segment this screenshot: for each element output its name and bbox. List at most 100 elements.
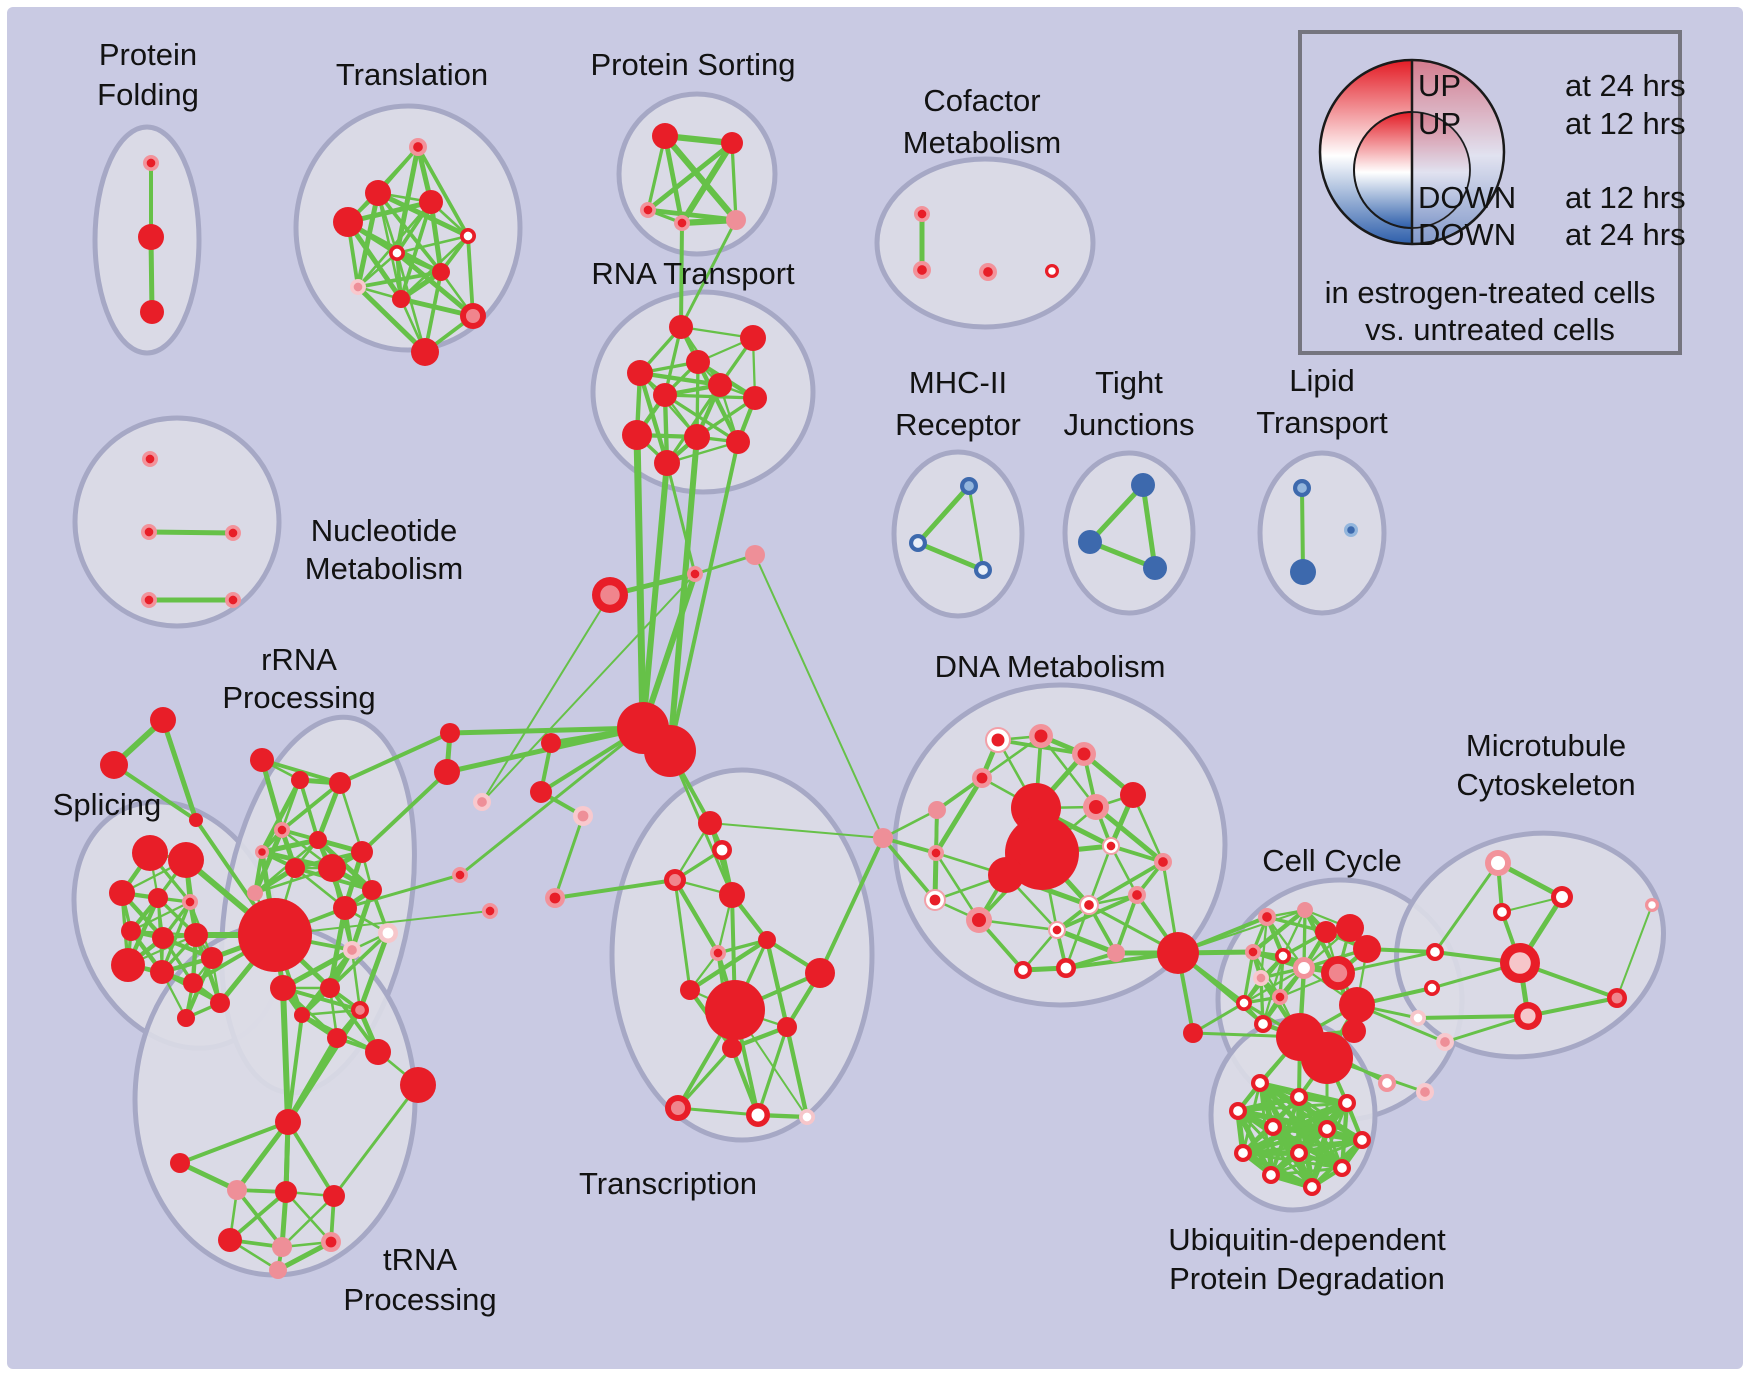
gene-node-center xyxy=(600,585,620,605)
gene-node xyxy=(250,748,274,772)
interaction-edge xyxy=(416,145,470,238)
cluster-ellipse-nucleotide-metabolism xyxy=(72,415,282,629)
cluster-ellipse-cofactor-metabolism xyxy=(874,156,1096,330)
cluster-label-nucleotide-metabolism: Metabolism xyxy=(305,551,464,586)
gene-node-center xyxy=(690,569,700,579)
gene-node-center xyxy=(1497,907,1507,917)
gene-node xyxy=(189,813,203,827)
cluster-label-lipid-transport: Transport xyxy=(1256,405,1388,440)
cluster-label-protein-folding: Protein xyxy=(99,37,197,72)
gene-node-center xyxy=(1258,1019,1268,1029)
gene-node xyxy=(686,350,710,374)
cluster-label-cofactor-metabolism: Cofactor xyxy=(923,83,1040,118)
gene-node-center xyxy=(978,565,988,575)
gene-node-center xyxy=(382,927,394,939)
cluster-label-lipid-transport: Lipid xyxy=(1289,363,1355,398)
interaction-edge xyxy=(784,1024,810,1120)
legend-time-label: at 12 hrs xyxy=(1565,106,1686,141)
gene-node-center xyxy=(1298,962,1310,974)
interaction-edge xyxy=(754,554,884,839)
gene-node xyxy=(434,759,460,785)
gene-node-center xyxy=(913,538,923,548)
interaction-edge xyxy=(553,814,585,900)
gene-node-center xyxy=(1158,857,1168,867)
gene-node xyxy=(269,1261,287,1279)
gene-node xyxy=(988,857,1024,893)
gene-node-center xyxy=(1088,799,1104,815)
gene-node xyxy=(333,896,357,920)
interaction-edge xyxy=(881,808,939,840)
gene-node xyxy=(1120,782,1146,808)
gene-node xyxy=(218,1228,242,1252)
gene-node xyxy=(150,960,174,984)
gene-node xyxy=(272,1237,292,1257)
gene-node-center xyxy=(1238,1148,1248,1158)
interaction-edge xyxy=(338,731,452,785)
gene-node-center xyxy=(1268,1122,1278,1132)
interaction-edge xyxy=(395,234,470,255)
gene-node-center xyxy=(1420,1087,1430,1097)
cluster-label-nucleotide-metabolism: Nucleotide xyxy=(311,513,457,548)
interaction-edge xyxy=(252,827,285,896)
interaction-edge xyxy=(640,571,698,731)
gene-node xyxy=(111,948,145,982)
gene-node-center xyxy=(355,1005,365,1015)
interaction-edge xyxy=(343,873,462,910)
interaction-edge xyxy=(234,1119,291,1193)
gene-node-center xyxy=(577,810,589,822)
gene-node xyxy=(392,290,410,308)
interaction-edge xyxy=(356,251,399,289)
gene-node xyxy=(708,373,732,397)
interaction-edge xyxy=(259,837,321,855)
interaction-edge xyxy=(1296,1137,1365,1156)
gene-node-center xyxy=(1430,947,1440,957)
interaction-edge xyxy=(332,1083,420,1198)
interaction-edge xyxy=(1055,893,1139,932)
gene-node-center xyxy=(713,948,723,958)
gene-node-center xyxy=(549,892,561,904)
gene-node-center xyxy=(413,142,423,152)
gene-node xyxy=(740,325,766,351)
gene-node xyxy=(184,923,208,947)
interaction-edge xyxy=(730,141,738,222)
interaction-edge xyxy=(300,1008,362,1017)
interaction-edge xyxy=(1250,907,1308,955)
gene-node-center xyxy=(716,844,728,856)
gene-node-center xyxy=(228,595,238,605)
cluster-label-cofactor-metabolism: Metabolism xyxy=(903,125,1062,160)
gene-node-center xyxy=(325,1236,337,1248)
legend-direction-label: DOWN xyxy=(1418,217,1516,252)
gene-node-center xyxy=(463,231,473,241)
interaction-edge xyxy=(676,1046,734,1110)
interaction-edge xyxy=(178,1120,290,1165)
gene-node xyxy=(320,978,340,998)
gene-node xyxy=(440,723,460,743)
gene-node xyxy=(227,1180,247,1200)
interaction-edge xyxy=(633,431,647,732)
gene-node xyxy=(150,707,176,733)
gene-node xyxy=(419,190,443,214)
interaction-edge xyxy=(695,359,741,445)
gene-node xyxy=(183,973,203,993)
interaction-edge xyxy=(645,140,735,213)
gene-node-center xyxy=(1052,925,1062,935)
cluster-label-transcription: Transcription xyxy=(579,1166,757,1201)
gene-node-center xyxy=(353,282,363,292)
legend-time-label: at 24 hrs xyxy=(1565,217,1686,252)
gene-node xyxy=(365,1039,391,1065)
legend-caption: vs. untreated cells xyxy=(1365,312,1615,347)
gene-node xyxy=(432,263,450,281)
gene-node-center xyxy=(347,945,357,955)
interaction-edge xyxy=(259,777,303,855)
gene-node xyxy=(247,885,263,901)
gene-node-center xyxy=(1556,891,1568,903)
cluster-label-protein-sorting: Protein Sorting xyxy=(590,47,795,82)
interaction-edge xyxy=(934,851,981,922)
gene-node xyxy=(411,338,439,366)
gene-node-center xyxy=(964,481,974,491)
gene-node-center xyxy=(258,848,266,856)
cluster-label-dna-metabolism: DNA Metabolism xyxy=(935,649,1166,684)
interaction-edge xyxy=(679,218,738,329)
